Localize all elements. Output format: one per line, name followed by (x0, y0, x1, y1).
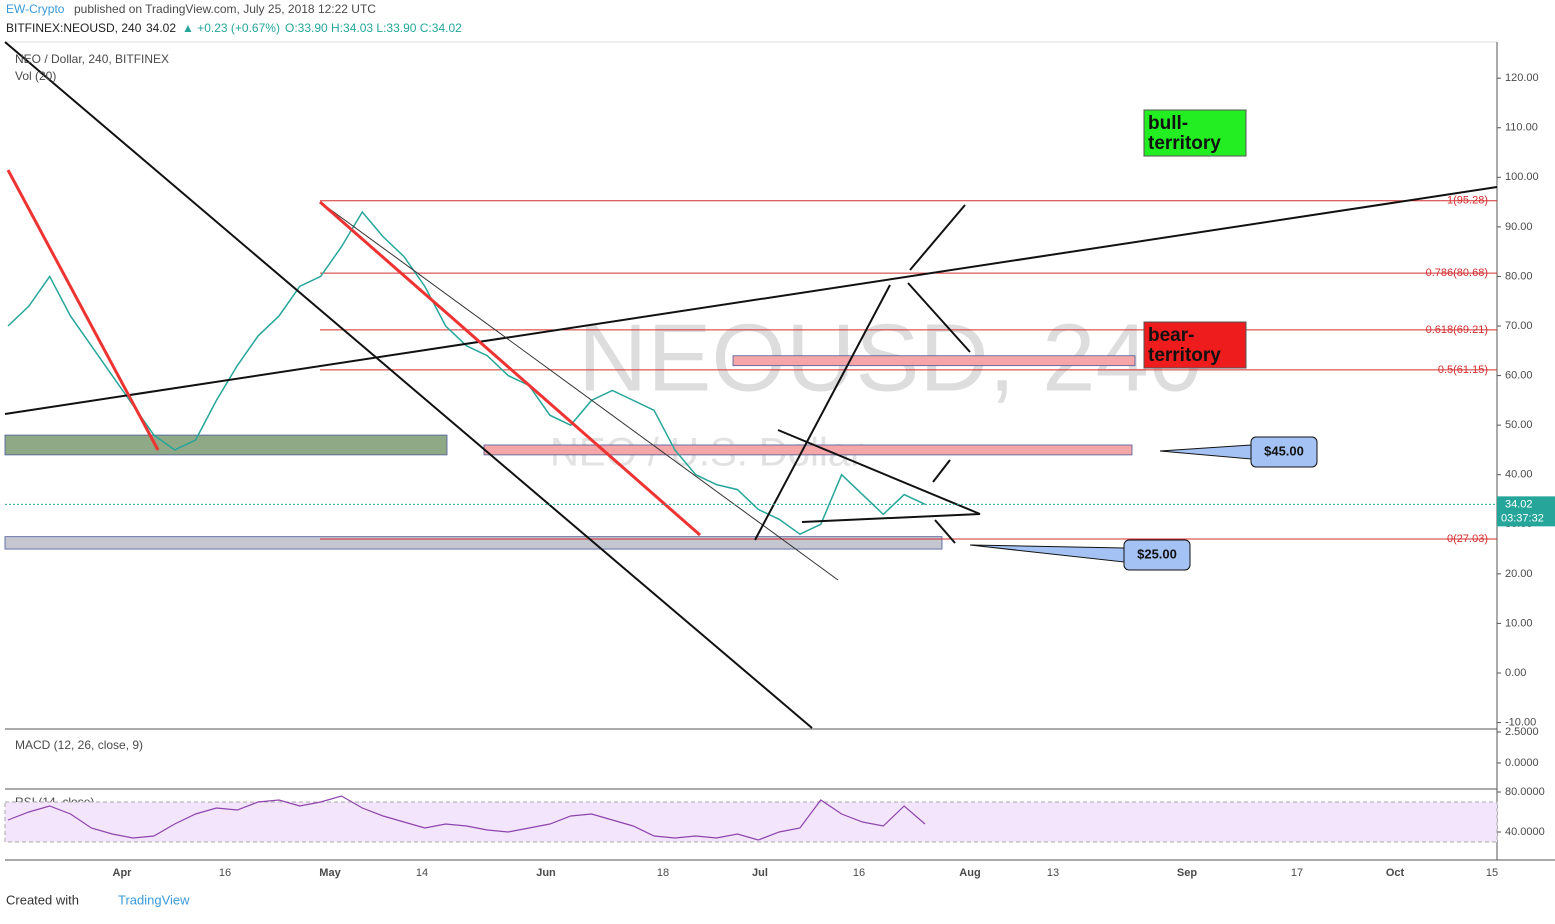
macd-tick-label: 2.5000 (1505, 726, 1539, 738)
y-tick-label: 50.00 (1505, 419, 1533, 431)
change: ▲ +0.23 (+0.67%) (182, 21, 280, 35)
arrow (754, 284, 891, 541)
x-tick-label: Apr (113, 867, 133, 879)
x-tick-label: Jun (536, 867, 556, 879)
y-tick-label: 10.00 (1505, 617, 1533, 629)
territory-box (1143, 321, 1247, 369)
y-tick-label: 70.00 (1505, 320, 1533, 332)
x-tick-label: Sep (1177, 867, 1197, 879)
vol-label: Vol (20) (15, 69, 56, 83)
price-badge-label: 34.02 (1505, 498, 1533, 510)
red-arrow (6, 169, 160, 451)
fib-label: 0.5(61.15) (1438, 364, 1488, 376)
callout-label: $25.00 (1137, 546, 1177, 561)
trendlines (4, 41, 1498, 729)
price-badge (1497, 496, 1555, 527)
arrow (932, 459, 951, 483)
y-tick-label: 60.00 (1505, 369, 1533, 381)
macd-tick-label: 0.0000 (1505, 757, 1539, 769)
published: published on TradingView.com, July 25, 2… (74, 2, 376, 16)
fib-label: 0.618(69.21) (1426, 324, 1488, 336)
callout-label: $45.00 (1264, 443, 1304, 458)
footer: Created with (6, 892, 79, 907)
price-line (7, 210, 926, 536)
macd-label: MACD (12, 26, close, 9) (15, 738, 143, 752)
trendline (4, 41, 813, 729)
zone (732, 355, 1136, 367)
y-tick-label: 120.00 (1505, 72, 1539, 84)
symbol: BITFINEX:NEOUSD, 240 (6, 21, 142, 35)
y-tick-label: 90.00 (1505, 221, 1533, 233)
red-arrow (319, 200, 701, 537)
trendline (4, 186, 1498, 415)
ohlc: O:33.90 H:34.03 L:33.90 C:34.02 (285, 21, 462, 35)
y-tick-label: 100.00 (1505, 171, 1539, 183)
zone (4, 536, 943, 550)
arrow (907, 282, 971, 353)
rsi-band (4, 801, 1498, 843)
x-tick-label: Oct (1386, 867, 1405, 879)
y-tick-label: 110.00 (1505, 122, 1538, 134)
y-tick-label: 40.00 (1505, 469, 1533, 481)
zone (483, 444, 1133, 456)
zone (4, 434, 448, 456)
y-tick-label: 80.00 (1505, 270, 1533, 282)
arrow (934, 519, 956, 544)
x-tick-label: May (319, 867, 341, 879)
x-tick-label: 17 (1291, 867, 1303, 879)
x-tick-label: Aug (959, 867, 980, 879)
x-tick-label: 18 (657, 867, 669, 879)
y-tick-label: 0.00 (1505, 667, 1526, 679)
rsi-tick-label: 80.0000 (1505, 786, 1545, 798)
y-tick-label: -10.00 (1505, 716, 1536, 728)
pane-title: NEO / Dollar, 240, BITFINEX (15, 52, 169, 66)
author[interactable]: EW-Crypto (6, 2, 65, 16)
x-tick-label: 16 (219, 867, 231, 879)
territory-label: bear-territory (1148, 325, 1221, 366)
rsi-tick-label: 40.0000 (1505, 826, 1545, 838)
fib-label: 0(27.03) (1447, 533, 1488, 545)
callout (1123, 539, 1191, 571)
triangle (777, 429, 981, 515)
y-tick-label: 20.00 (1505, 568, 1533, 580)
x-tick-label: 14 (416, 867, 428, 879)
brand[interactable]: TradingView (118, 892, 190, 907)
x-tick-label: Jul (752, 867, 768, 879)
last: 34.02 (146, 21, 176, 35)
territory-box (1143, 109, 1247, 157)
x-tick-label: 13 (1047, 867, 1059, 879)
fib-label: 0.786(80.68) (1426, 267, 1488, 279)
x-tick-label: 15 (1486, 867, 1498, 879)
rsi-line (7, 795, 926, 841)
channel (319, 201, 839, 581)
drawings: 1(95.28) 0.786(80.68) 0.618(69.21) 0.5(61.1… (4, 195, 1497, 550)
x-tick-label: 16 (853, 867, 865, 879)
countdown: 03:37:32 (1501, 512, 1544, 524)
triangle (801, 513, 981, 523)
territory-label: bull-territory (1148, 113, 1221, 154)
callout (1250, 436, 1318, 468)
arrow (909, 204, 966, 271)
fib-label: 1(95.28) (1447, 195, 1488, 207)
